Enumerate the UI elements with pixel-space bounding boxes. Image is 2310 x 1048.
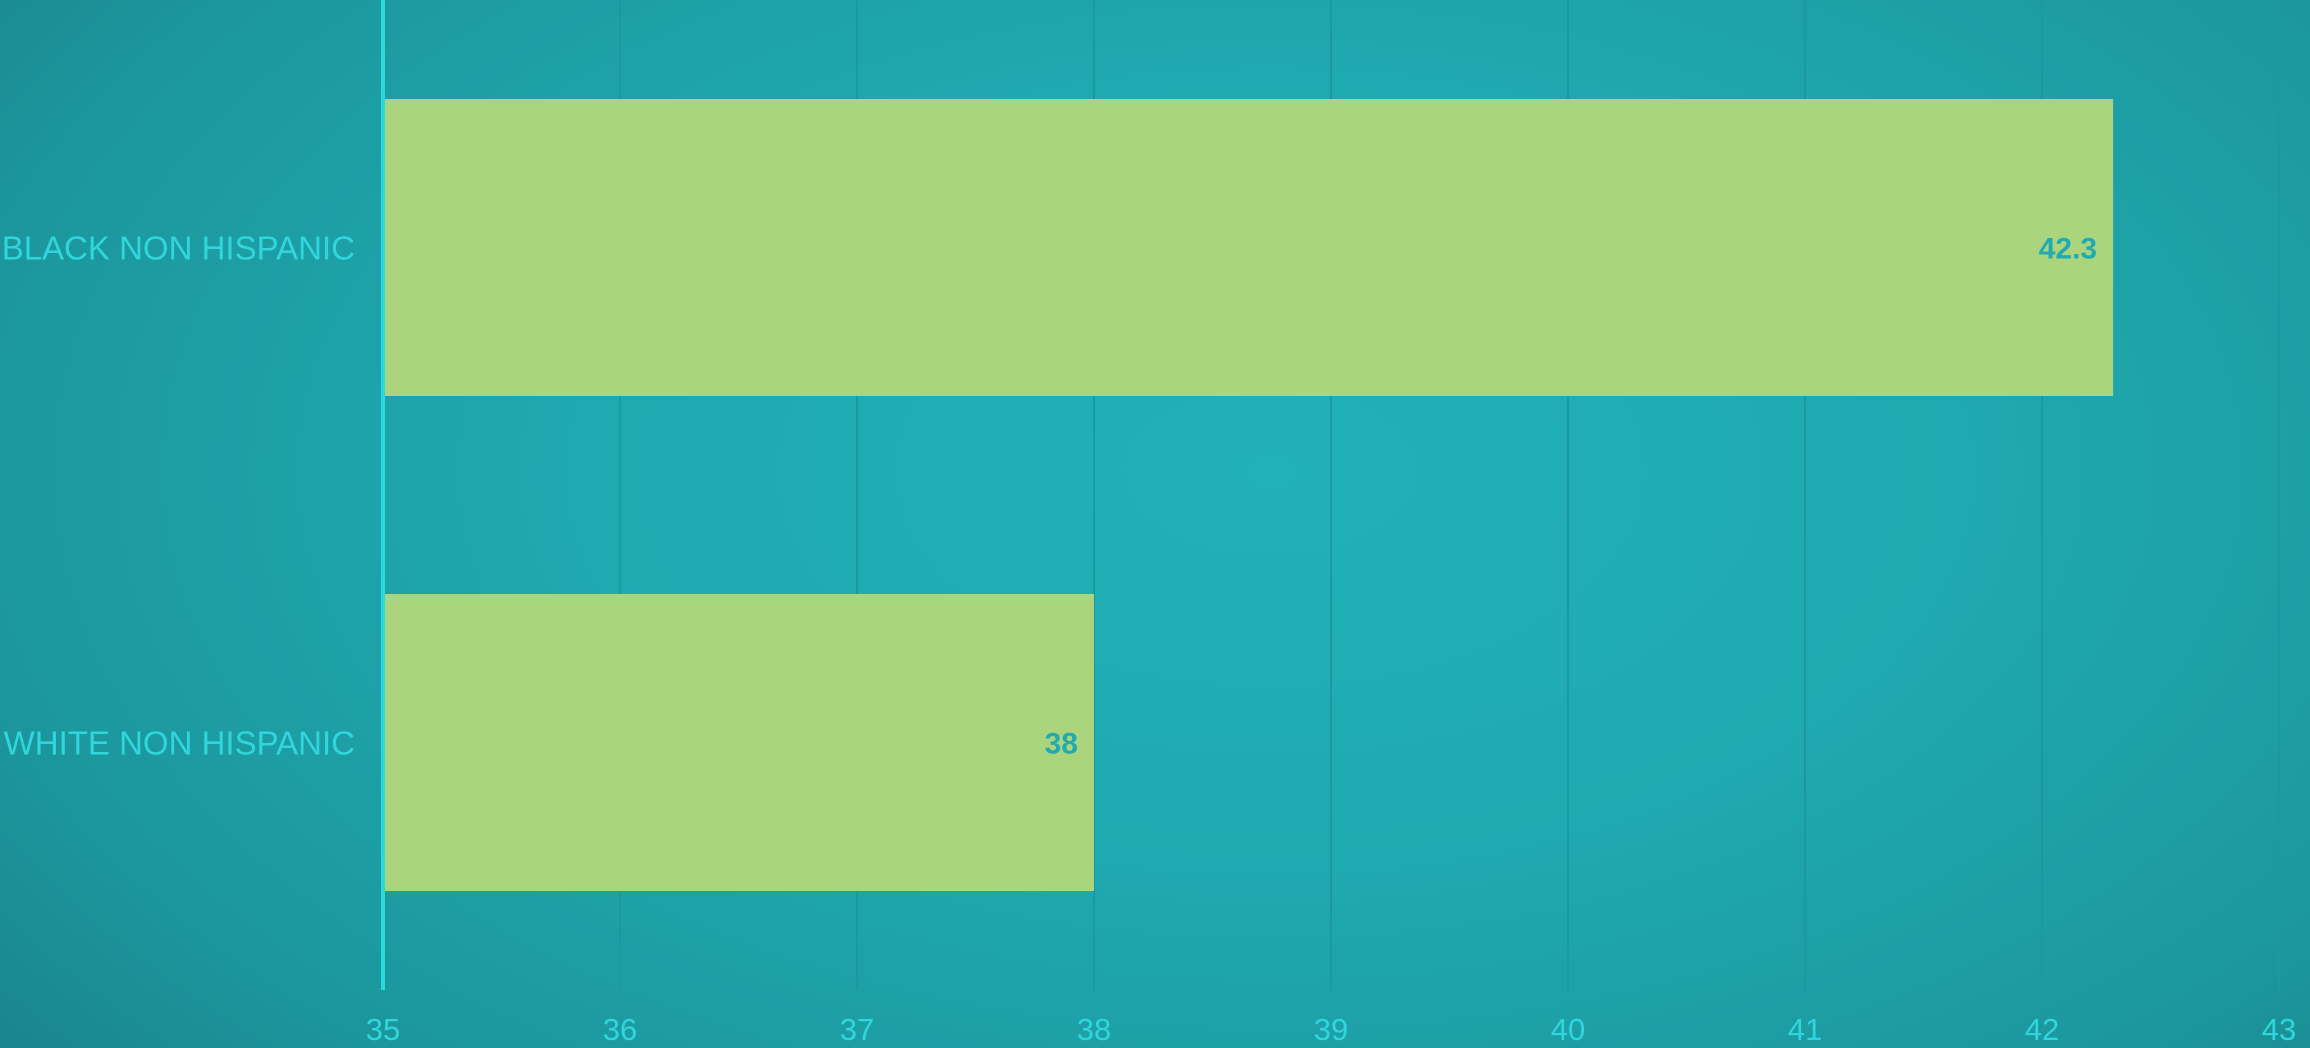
x-tick-label: 35 bbox=[366, 1012, 400, 1047]
category-label: WHITE NON HISPANIC bbox=[4, 725, 355, 762]
x-tick-label: 38 bbox=[1077, 1012, 1111, 1047]
bar bbox=[383, 99, 2114, 396]
bars bbox=[383, 99, 2114, 891]
x-tick-labels: 35 36 37 38 39 40 41 42 43 bbox=[366, 1012, 2296, 1047]
category-labels: BLACK NON HISPANIC WHITE NON HISPANIC bbox=[2, 230, 355, 762]
x-tick-label: 40 bbox=[1551, 1012, 1585, 1047]
x-tick-label: 36 bbox=[603, 1012, 637, 1047]
x-tick-label: 43 bbox=[2262, 1012, 2296, 1047]
category-label: BLACK NON HISPANIC bbox=[2, 230, 355, 267]
data-label: 42.3 bbox=[2039, 233, 2097, 266]
x-tick-label: 39 bbox=[1314, 1012, 1348, 1047]
x-tick-label: 41 bbox=[1788, 1012, 1822, 1047]
x-tick-label: 37 bbox=[840, 1012, 874, 1047]
bar bbox=[383, 594, 1094, 891]
data-labels: 42.3 38 bbox=[1045, 233, 2097, 761]
x-tick-label: 42 bbox=[2025, 1012, 2059, 1047]
data-label: 38 bbox=[1045, 728, 1078, 761]
